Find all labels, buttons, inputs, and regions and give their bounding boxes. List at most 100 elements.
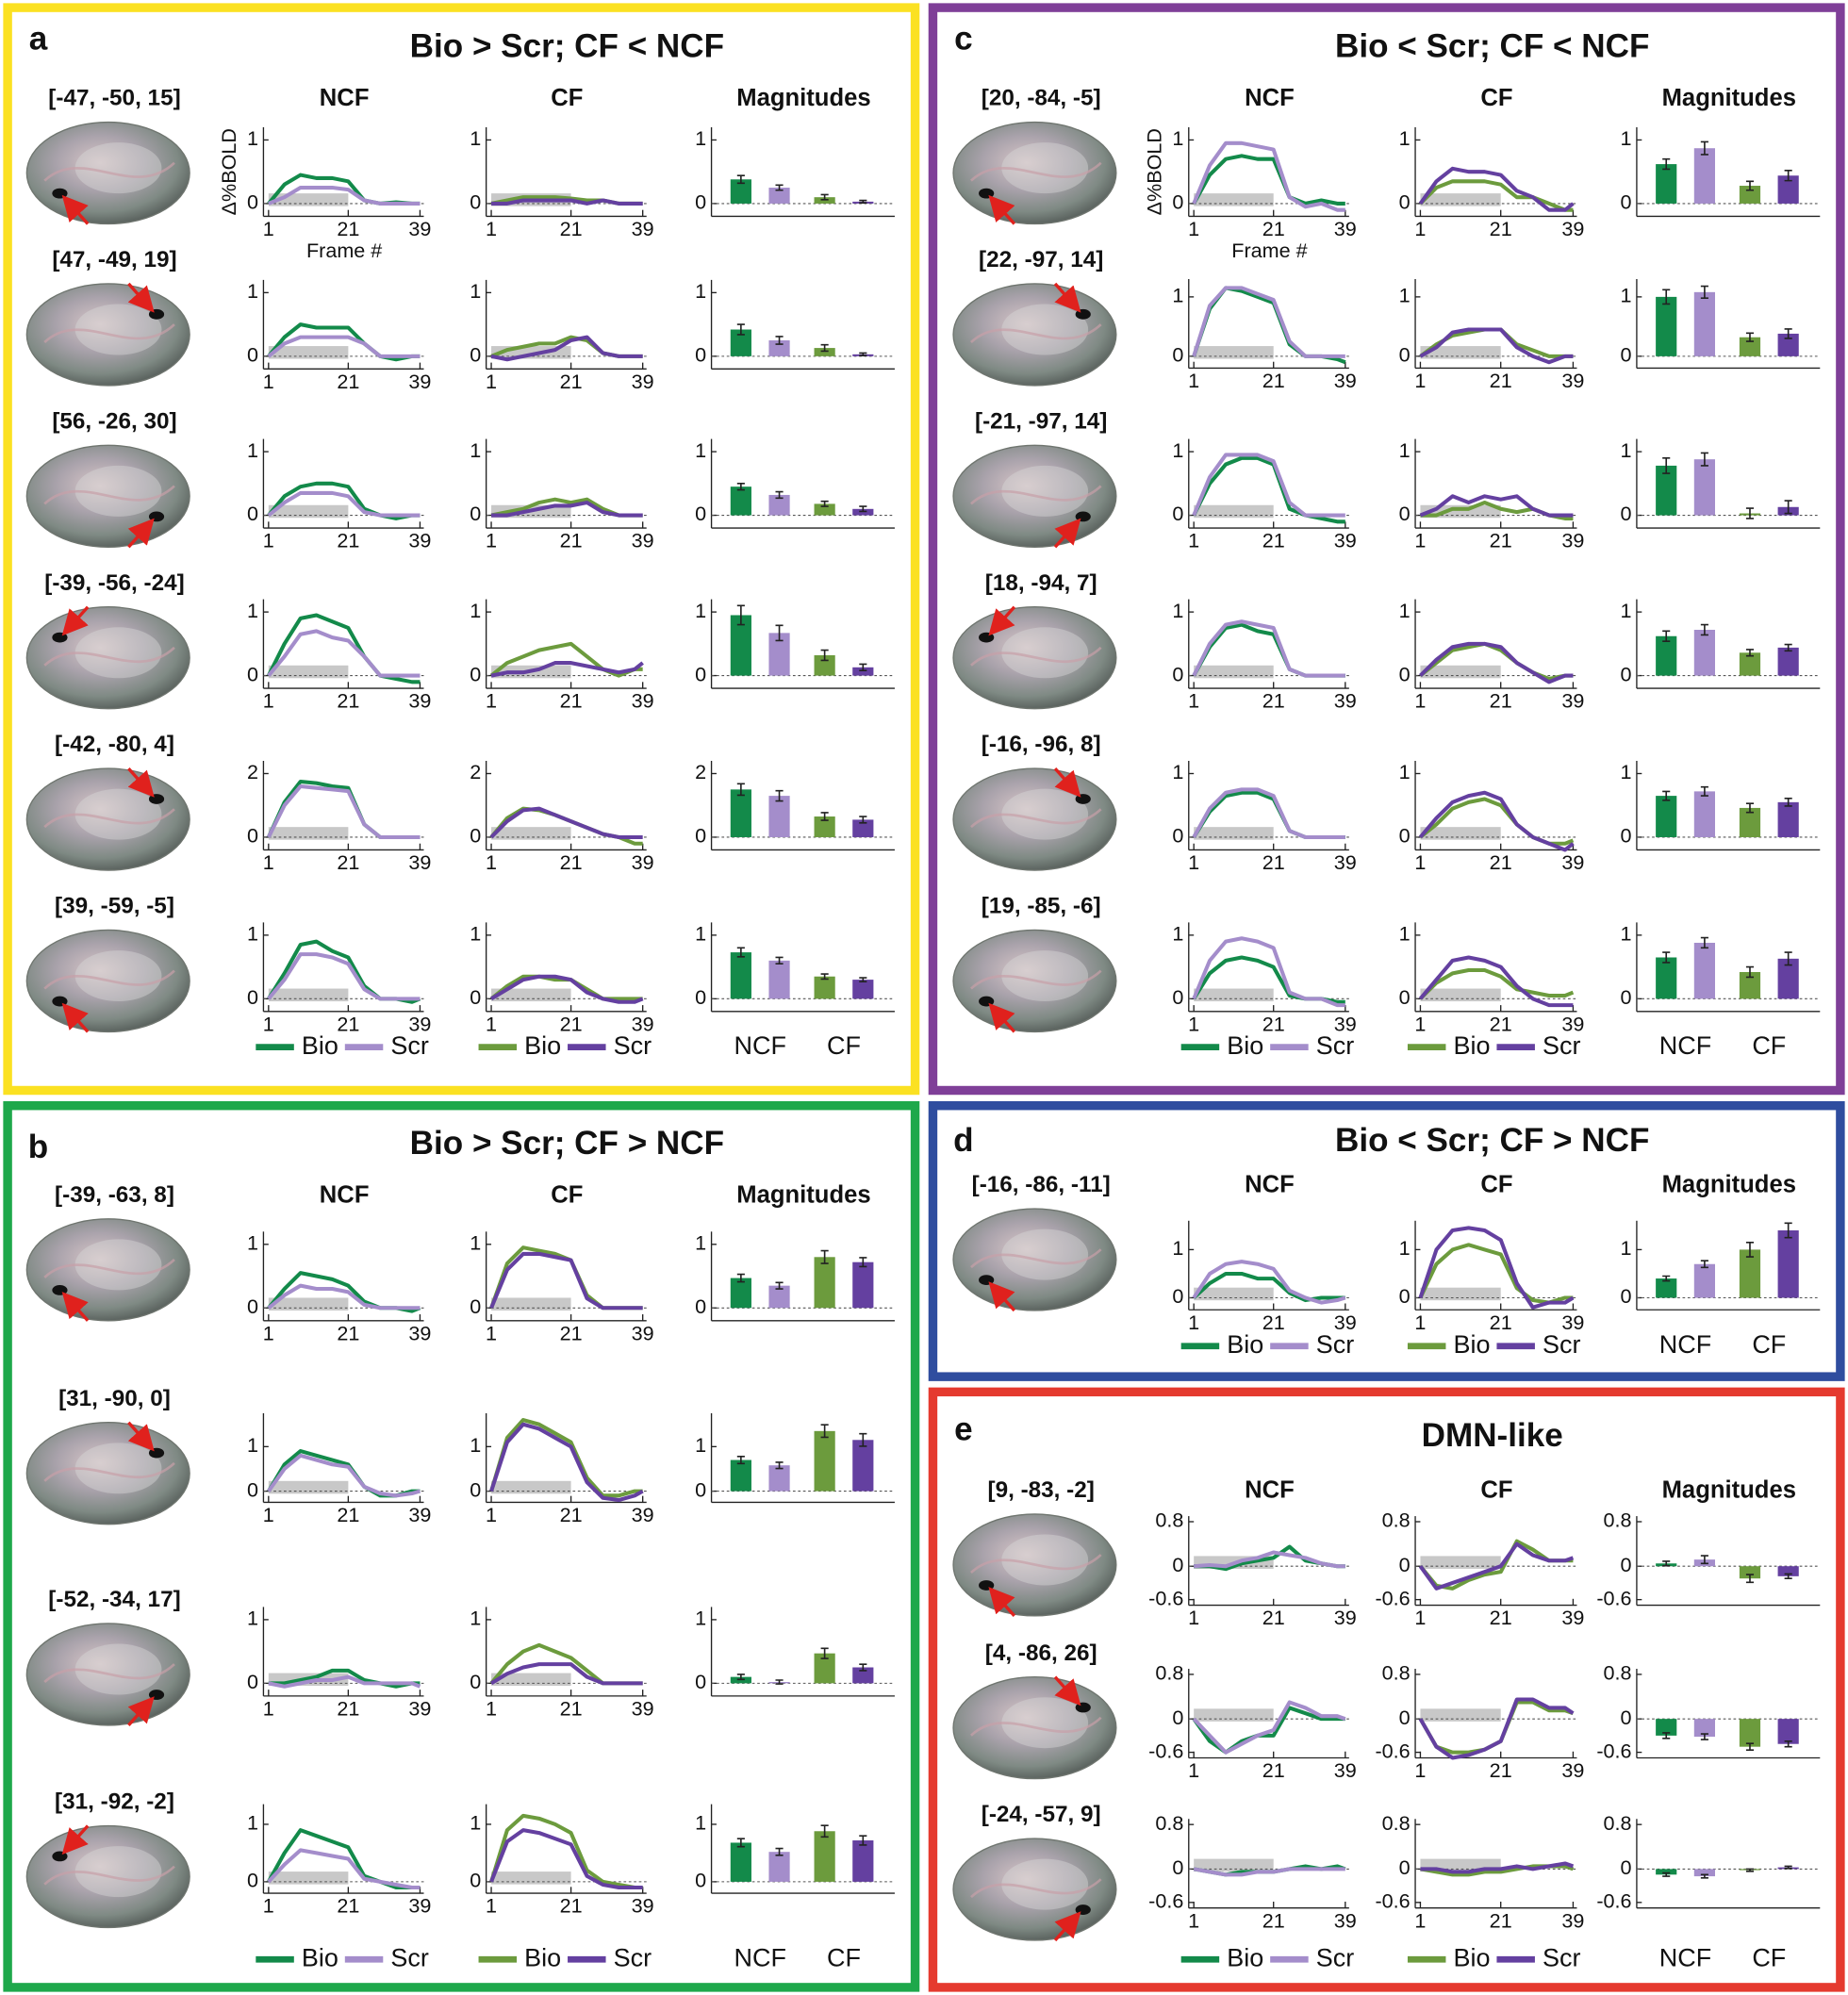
y-tick-label: 1 — [470, 279, 481, 303]
magnitude-group-label: NCF — [1659, 1031, 1711, 1060]
time-course-line — [489, 641, 643, 678]
y-tick-label: 0 — [1621, 502, 1632, 525]
y-tick-label: 0.8 — [1604, 1661, 1632, 1685]
time-course-line — [1419, 641, 1574, 684]
roi-marker — [979, 1580, 995, 1591]
error-bar — [1745, 507, 1755, 519]
time-course-line — [268, 1674, 421, 1689]
column-title: NCF — [1245, 1476, 1295, 1503]
y-tick-label: 0 — [1399, 343, 1411, 367]
x-tick-label: 21 — [1262, 850, 1285, 874]
x-tick-label: 39 — [1561, 850, 1584, 874]
error-bar — [775, 789, 784, 802]
magnitude-bar — [730, 615, 751, 676]
magnitude-bar — [768, 1852, 790, 1882]
x-tick-label: 1 — [263, 850, 274, 874]
legend-label: Bio — [1227, 1031, 1263, 1060]
x-tick-label: 39 — [632, 689, 654, 713]
error-bar — [1662, 1732, 1671, 1739]
y-tick-label: 0 — [470, 985, 481, 1009]
brain-sulcus — [970, 485, 1102, 505]
x-tick-label: 21 — [560, 1894, 583, 1918]
error-bar — [1700, 1733, 1708, 1740]
y-tick-label: 0 — [1172, 824, 1183, 848]
x-tick-label: 21 — [1490, 1758, 1512, 1782]
x-tick-label: 39 — [1561, 529, 1584, 552]
roi-marker — [1075, 1904, 1091, 1915]
y-tick-label: 1 — [247, 126, 258, 150]
error-bar — [1784, 328, 1792, 339]
y-axis-label: Δ%BOLD — [1142, 128, 1165, 215]
stimulus-shade — [491, 1673, 571, 1687]
x-tick-label: 21 — [1262, 217, 1285, 240]
roi-arrow — [61, 1824, 90, 1855]
y-tick-label: 1 — [247, 1607, 258, 1630]
error-bar — [1745, 1574, 1755, 1584]
x-tick-label: 1 — [486, 217, 497, 240]
magnitude-bar — [1656, 296, 1677, 356]
roi-marker — [1075, 511, 1091, 522]
x-tick-label: 39 — [1334, 1012, 1357, 1035]
y-tick-label: 1 — [1621, 284, 1632, 307]
stimulus-shade — [268, 665, 349, 679]
x-tick-label: 39 — [632, 1321, 654, 1344]
roi-arrow — [61, 1292, 90, 1322]
time-course-line — [1194, 1550, 1345, 1569]
x-tick-label: 39 — [1561, 689, 1584, 713]
magnitude-bar — [730, 179, 751, 204]
x-tick-label: 1 — [1414, 1908, 1426, 1932]
stimulus-shade — [491, 1480, 571, 1494]
y-tick-label: -0.6 — [1596, 1586, 1631, 1609]
brain-sulcus — [970, 1716, 1102, 1737]
x-tick-label: 39 — [632, 850, 654, 874]
time-course-line — [267, 952, 421, 1001]
magnitude-bar — [852, 819, 874, 837]
x-tick-label: 21 — [560, 1696, 583, 1720]
y-tick-label: 0 — [695, 1670, 706, 1693]
x-tick-label: 39 — [1561, 1908, 1584, 1932]
y-tick-label: 1 — [1172, 284, 1183, 307]
magnitude-bar — [852, 667, 874, 676]
stimulus-shade — [1194, 1858, 1274, 1872]
roi-coordinate: [56, -26, 30] — [52, 408, 176, 434]
roi-marker — [979, 1275, 995, 1285]
magnitude-bar — [768, 633, 790, 676]
y-tick-label: 0 — [470, 824, 481, 848]
magnitude-bar — [852, 1440, 874, 1492]
roi-marker — [1075, 794, 1091, 804]
magnitude-group-label: CF — [827, 1031, 861, 1060]
magnitude-bar — [1693, 148, 1715, 204]
roi-marker — [1075, 308, 1091, 320]
magnitude-group-label: NCF — [734, 1943, 785, 1971]
roi-arrow — [127, 282, 155, 313]
stimulus-shade — [1420, 988, 1501, 1002]
error-bar — [859, 505, 867, 513]
magnitude-group-label: CF — [827, 1943, 861, 1971]
x-tick-label: 1 — [263, 529, 274, 552]
error-bar — [736, 1455, 745, 1465]
error-bar — [775, 1679, 784, 1685]
error-bar — [1662, 1871, 1671, 1877]
error-bar — [775, 1461, 784, 1470]
legend-label: Scr — [390, 1943, 428, 1971]
roi-arrow — [1053, 1911, 1081, 1942]
legend-label: Bio — [524, 1031, 561, 1060]
brain-sulcus — [43, 1461, 175, 1482]
roi-coordinate: [-39, -56, -24] — [44, 570, 184, 596]
roi-coordinate: [-21, -97, 14] — [975, 408, 1107, 434]
time-course-line — [267, 1453, 421, 1498]
error-bar — [1784, 1739, 1792, 1748]
stimulus-shade — [1420, 1287, 1501, 1301]
magnitude-group-label: CF — [1752, 1330, 1786, 1359]
roi-arrow — [988, 1281, 1016, 1312]
x-tick-label: 1 — [1188, 689, 1199, 713]
y-tick-label: 0.8 — [1155, 1661, 1183, 1685]
error-bar — [1745, 1868, 1755, 1872]
magnitude-bar — [1739, 337, 1761, 356]
roi-marker — [148, 794, 165, 804]
error-bar — [775, 184, 784, 191]
brain-sulcus — [43, 1259, 175, 1278]
time-course-line — [1419, 494, 1574, 518]
time-course-line — [490, 1662, 643, 1686]
roi-arrow — [1053, 282, 1081, 313]
